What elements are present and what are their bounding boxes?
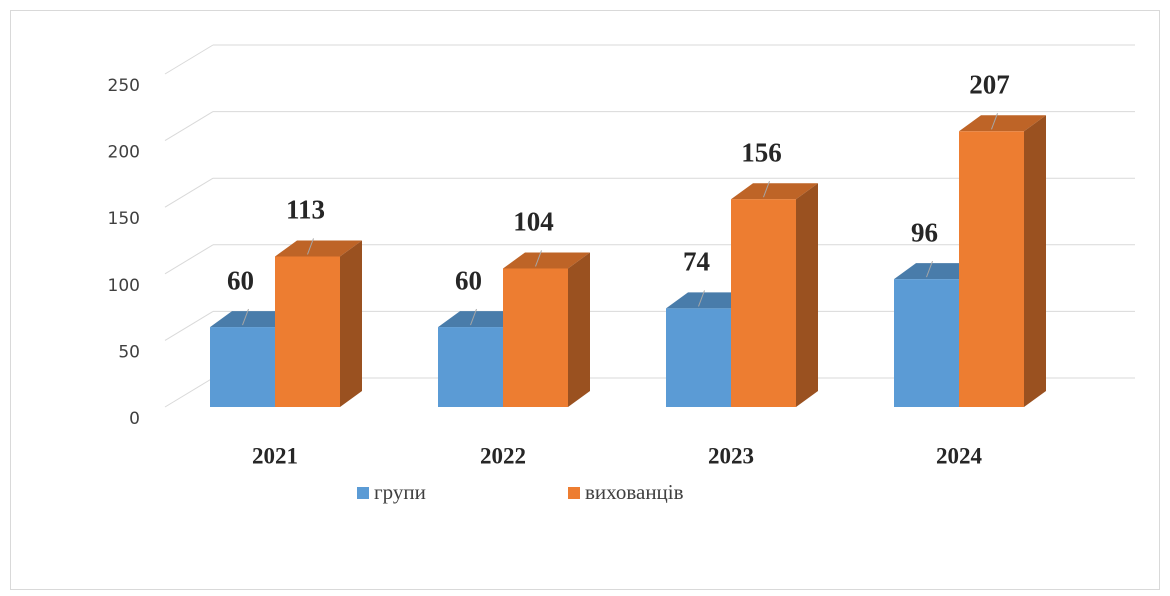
bar [210, 327, 275, 407]
leader-line [535, 250, 542, 267]
data-label: 156 [741, 137, 782, 167]
bar-side [796, 183, 818, 407]
bar-side [568, 252, 590, 407]
data-label: 96 [911, 217, 938, 247]
x-tick-label: 2024 [936, 443, 983, 468]
leader-line [926, 260, 933, 278]
y-tick-label: 100 [108, 276, 140, 296]
bar [275, 256, 340, 407]
leader-line [307, 238, 314, 255]
grid-line [164, 111, 214, 142]
data-label: 113 [286, 195, 325, 225]
x-tick-label: 2022 [480, 443, 526, 468]
legend-label: групи [374, 480, 426, 504]
y-tick-label: 200 [108, 143, 140, 163]
leader-line [470, 308, 477, 326]
grid-line [164, 177, 214, 208]
bar [731, 199, 796, 407]
bar-side [1024, 115, 1046, 407]
bar [503, 268, 568, 407]
leader-line [763, 181, 770, 198]
y-tick-label: 150 [108, 209, 140, 229]
legend-label: вихованців [585, 480, 684, 504]
bar-top [959, 115, 1046, 132]
bar-side [340, 240, 362, 407]
x-tick-label: 2023 [708, 443, 754, 468]
leader-line [698, 290, 705, 307]
grid-line [164, 310, 214, 341]
bar [959, 131, 1024, 407]
data-label: 74 [683, 247, 710, 277]
legend-swatch [568, 487, 580, 499]
bar [894, 279, 959, 407]
bar [438, 327, 503, 407]
grid-line [164, 244, 214, 275]
y-tick-label: 50 [118, 342, 140, 362]
bar-top [731, 183, 818, 200]
legend-swatch [357, 487, 369, 499]
grid-line [164, 44, 214, 75]
x-tick-label: 2021 [252, 443, 298, 468]
leader-line [991, 113, 998, 130]
leader-line [242, 308, 249, 326]
data-label: 60 [455, 265, 482, 295]
grid-line [164, 377, 214, 408]
data-label: 60 [227, 265, 254, 295]
data-label: 207 [969, 69, 1010, 99]
bar [666, 308, 731, 407]
y-tick-label: 250 [108, 76, 140, 96]
y-tick-label: 0 [129, 409, 140, 429]
bar-top [503, 252, 590, 269]
bar-top [275, 240, 362, 257]
data-label: 104 [513, 207, 554, 237]
